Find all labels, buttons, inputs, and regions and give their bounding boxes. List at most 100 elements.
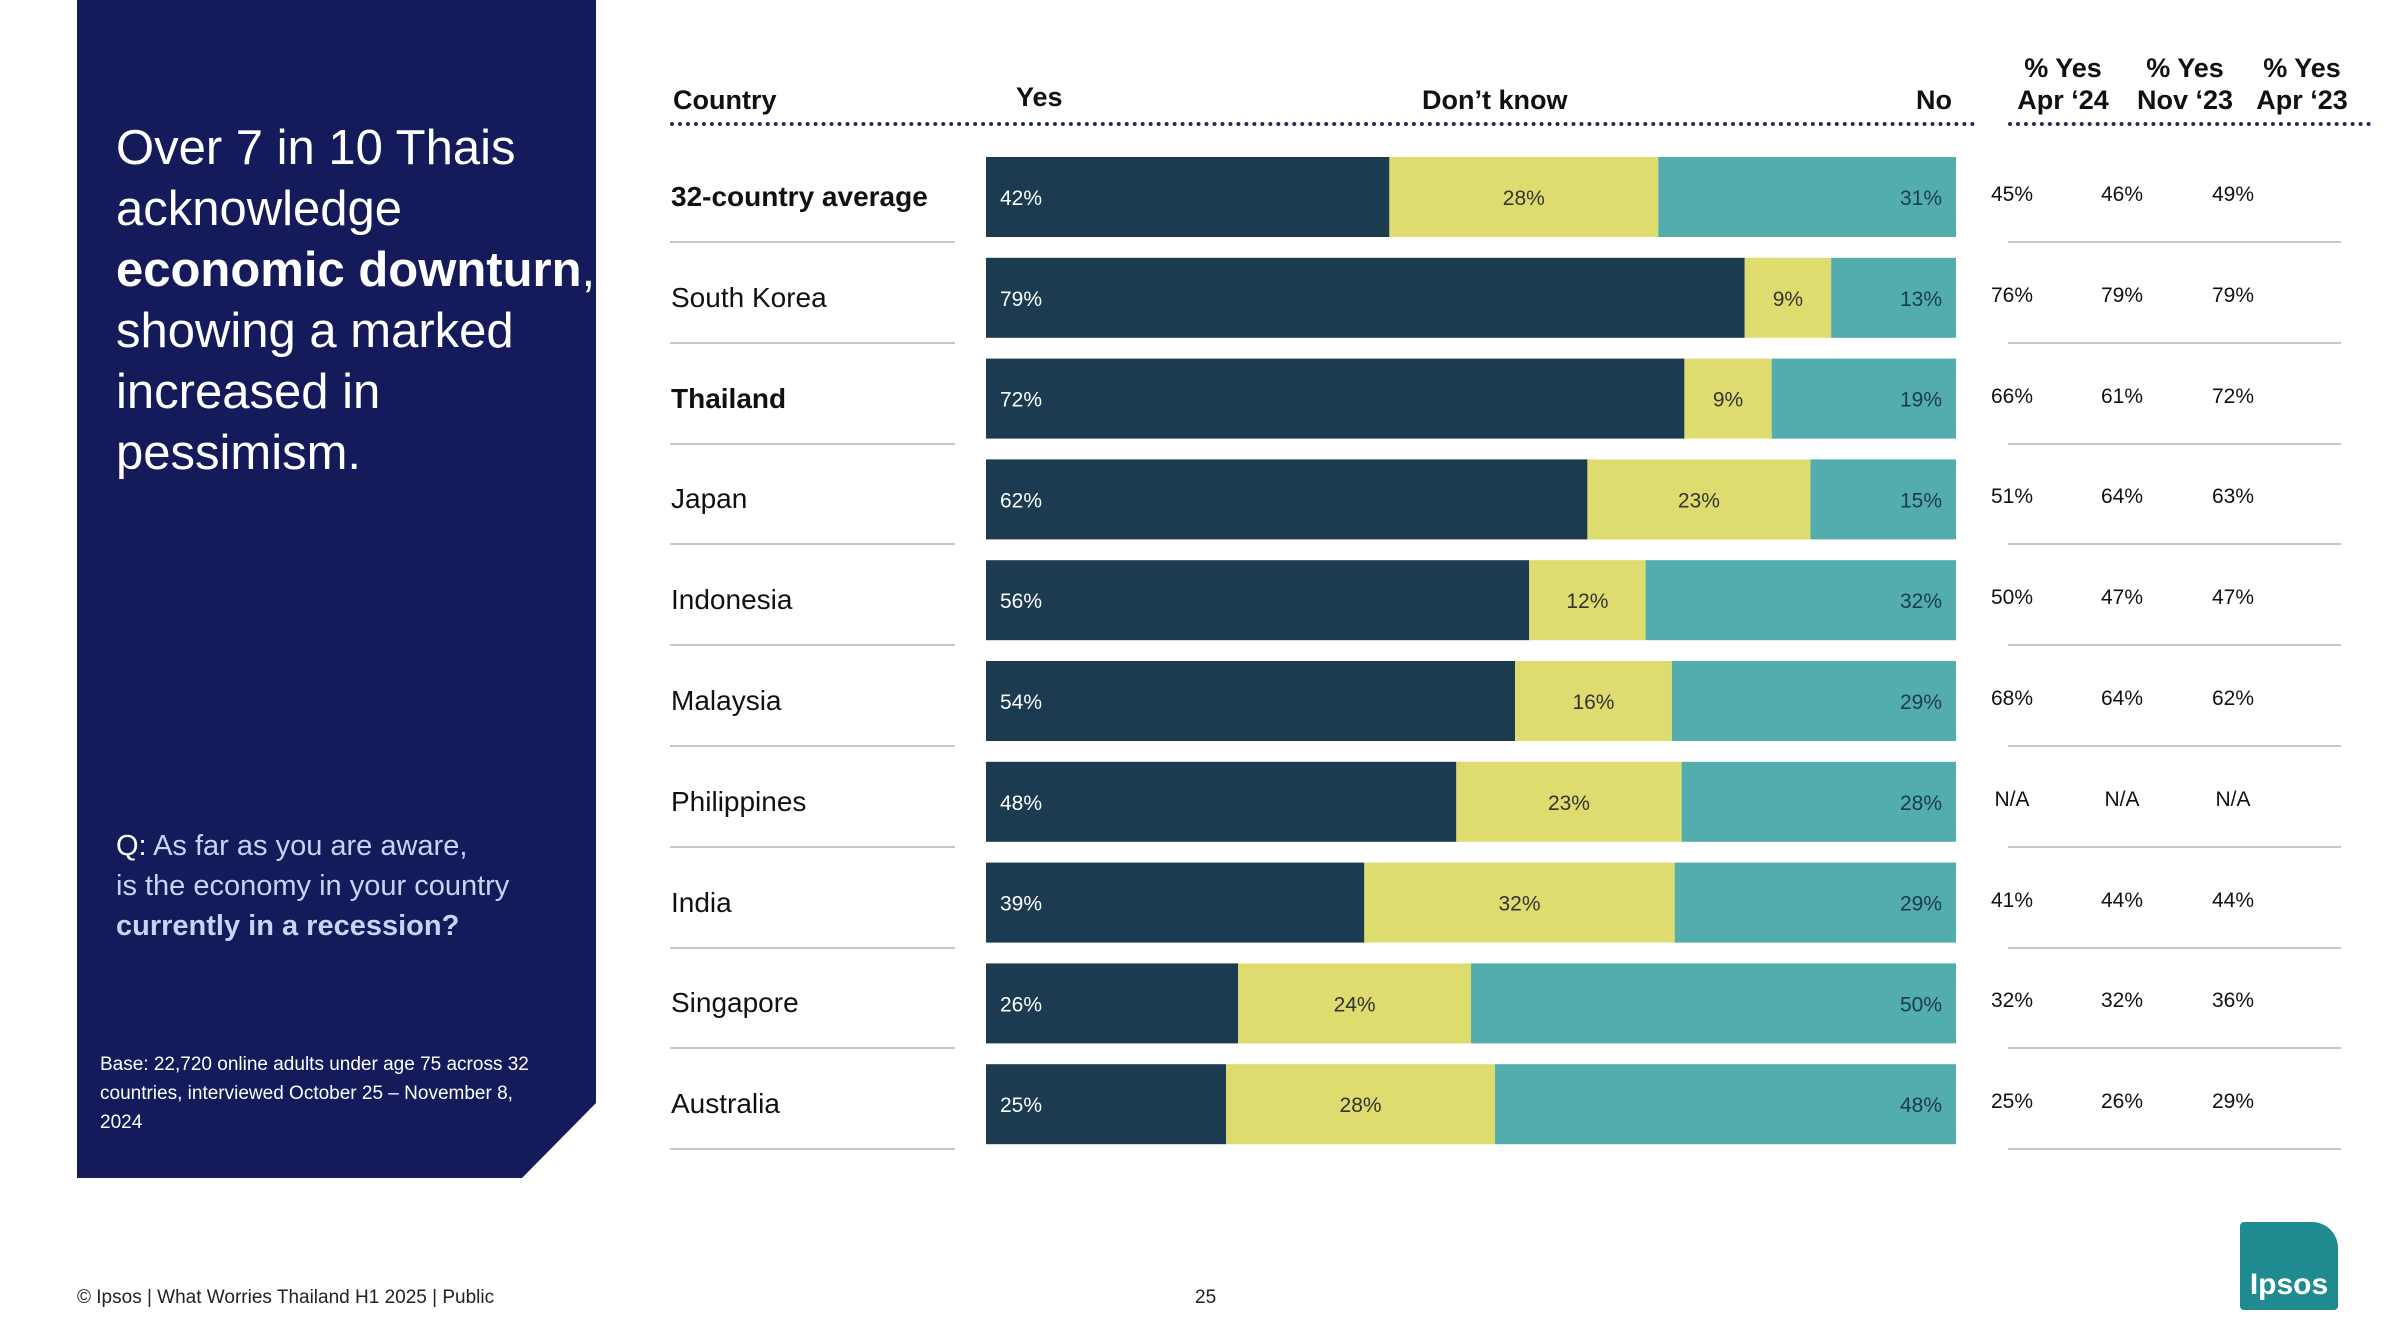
ipsos-logo: Ipsos [2240, 1222, 2338, 1310]
bar-yes [986, 761, 1457, 842]
country-label: Indonesia [671, 584, 793, 616]
row-divider-history [2008, 241, 2341, 243]
history-cell: N/A [1994, 787, 2030, 811]
row-divider-history [2008, 644, 2341, 647]
country-label: Australia [671, 1088, 780, 1120]
bar-yes [986, 560, 1530, 641]
history-cell: 64% [2100, 485, 2144, 509]
headline-comma: , [581, 243, 596, 297]
country-label: India [671, 886, 732, 918]
bar-no [1771, 358, 1956, 439]
data-label: 50% [1900, 993, 1942, 1016]
data-label: 12% [1566, 590, 1608, 613]
header-divider-history [2008, 122, 2371, 126]
data-label: 32% [1900, 590, 1942, 613]
header-hist-apr23: % Yes Apr ‘23 [2256, 53, 2348, 115]
headline-emphasis: economic downturn [116, 243, 582, 297]
country-label: Malaysia [671, 685, 782, 716]
row-divider-history [2008, 1047, 2341, 1050]
header-country: Country [673, 85, 777, 115]
data-label: 32% [1498, 893, 1540, 916]
bar-dont-know [1238, 963, 1471, 1044]
data-label: 39% [1000, 893, 1042, 916]
bar-no [1471, 963, 1956, 1044]
history-cell: 79% [2211, 283, 2255, 307]
country-label: Japan [671, 483, 748, 515]
history-cell: 72% [2211, 384, 2255, 408]
data-label: 62% [1000, 489, 1042, 512]
bar-no [1674, 862, 1956, 943]
history-cell: 36% [2211, 989, 2255, 1013]
row-divider [670, 1148, 955, 1151]
row-divider-history [2008, 1148, 2341, 1151]
bar-no [1831, 257, 1956, 338]
history-cell: 46% [2100, 183, 2144, 206]
bar-yes [986, 459, 1588, 540]
data-label: 15% [1900, 489, 1942, 512]
history-cell: 79% [2100, 283, 2144, 307]
history-cell: 66% [1990, 384, 2034, 408]
question-line: is the economy in your country [116, 870, 510, 902]
data-label: 29% [1900, 691, 1942, 714]
header-hist-apr24: % Yes Apr ‘24 [2017, 53, 2109, 115]
history-cell: 76% [1990, 283, 2034, 307]
row-divider [670, 845, 955, 848]
bar-dont-know [1515, 661, 1672, 741]
bar-dont-know [1456, 761, 1682, 842]
bar-yes [986, 1064, 1227, 1145]
row-divider [670, 1047, 955, 1050]
history-cell: 44% [2100, 888, 2144, 912]
history-cell: 25% [1990, 1090, 2034, 1114]
history-cell: 61% [2100, 384, 2144, 408]
data-label: 28% [1340, 1094, 1382, 1117]
history-cell: 44% [2211, 888, 2255, 912]
row-divider [670, 543, 955, 546]
bar-yes [986, 257, 1745, 338]
data-label: 29% [1900, 893, 1942, 916]
history-cell: 32% [2100, 989, 2144, 1013]
headline-line: pessimism. [116, 426, 362, 480]
bar-no [1645, 560, 1956, 641]
bar-dont-know [1744, 257, 1832, 338]
history-cell: 47% [2100, 586, 2144, 610]
history-cell: N/A [2215, 787, 2251, 811]
bar-yes [986, 963, 1239, 1044]
history-cell: 41% [1990, 888, 2034, 912]
data-label: 56% [1000, 590, 1042, 613]
data-label: 9% [1773, 288, 1803, 311]
history-cell: N/A [2104, 787, 2140, 811]
data-label: 16% [1572, 691, 1614, 714]
row-divider [670, 241, 955, 243]
data-label: 23% [1678, 489, 1720, 512]
data-label: 28% [1900, 792, 1942, 815]
history-cell: 64% [2100, 687, 2144, 710]
question-line: As far as you are aware, [146, 830, 468, 862]
history-cell: 45% [1990, 183, 2034, 206]
data-label: 25% [1000, 1094, 1042, 1117]
bar-yes [986, 157, 1390, 237]
row-divider [670, 644, 955, 647]
headline-line: acknowledge [116, 182, 403, 236]
header-hist-nov23: % Yes Nov ‘23 [2136, 53, 2234, 115]
history-cell: 49% [2211, 183, 2255, 206]
bar-no [1495, 1064, 1956, 1145]
header-yes: Yes [1016, 82, 1063, 112]
data-label: 23% [1548, 792, 1590, 815]
row-divider [670, 745, 955, 747]
data-label: 31% [1900, 187, 1942, 210]
bar-no [1671, 661, 1956, 741]
bar-dont-know [1684, 358, 1772, 439]
row-divider-history [2008, 845, 2341, 848]
bar-dont-know [1226, 1064, 1496, 1145]
row-divider [670, 341, 955, 344]
header-dont-know: Don’t know [1422, 85, 1568, 115]
question-prefix: Q: [116, 830, 147, 862]
history-cell: 63% [2211, 485, 2255, 509]
left-panel [77, 0, 596, 1178]
bar-yes [986, 862, 1365, 943]
data-label: 24% [1334, 993, 1376, 1016]
row-divider-history [2008, 745, 2341, 747]
footer-source: © Ipsos | What Worries Thailand H1 2025 … [77, 1287, 495, 1308]
data-label: 54% [1000, 691, 1042, 714]
